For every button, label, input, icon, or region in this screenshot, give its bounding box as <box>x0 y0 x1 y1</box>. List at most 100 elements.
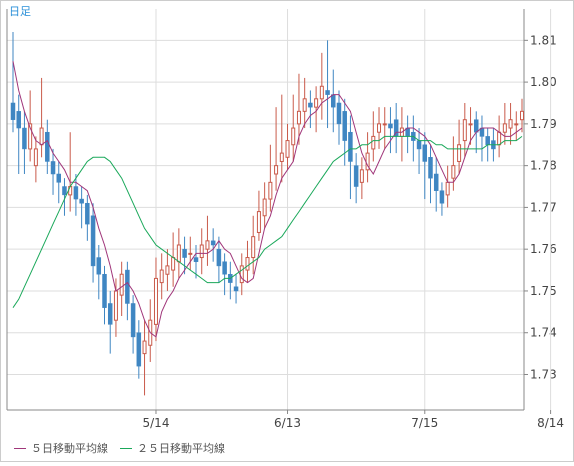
candle-body-up <box>520 110 524 121</box>
candle-body-down <box>433 173 439 191</box>
candle-body-down <box>10 102 16 120</box>
candle-body-up <box>165 265 170 275</box>
candle-body-up <box>205 240 210 250</box>
candle-body-down <box>485 136 490 146</box>
ma5-line <box>12 61 523 338</box>
candle-body-up <box>239 265 244 284</box>
candle-body-up <box>274 165 279 175</box>
candle-body-down <box>182 248 187 258</box>
candle-body-up <box>39 127 44 146</box>
legend: ５日移動平均線 ２５日移動平均線 <box>14 440 237 456</box>
candle-body-down <box>348 131 353 162</box>
candle-body-up <box>451 165 456 179</box>
candle-body-up <box>176 244 181 263</box>
candle-body-down <box>416 140 422 150</box>
y-tick-label: 1.79 <box>530 117 557 131</box>
candle-body-up <box>468 123 473 126</box>
candle-body-up <box>377 123 382 133</box>
ma5-legend-label: ５日移動平均線 <box>31 442 108 455</box>
candle-body-up <box>497 131 502 146</box>
candle-body-down <box>336 102 342 125</box>
candle-body-down <box>216 248 222 267</box>
candle-body-up <box>268 181 273 200</box>
candle-body-up <box>251 236 256 259</box>
y-tick-label: 1.75 <box>530 284 557 298</box>
y-tick-label: 1.81 <box>530 33 557 47</box>
y-tick-label: 1.74 <box>530 326 557 340</box>
candle-body-down <box>210 240 216 246</box>
candle-body-down <box>79 198 84 204</box>
candle-body-down <box>233 286 239 292</box>
candle-body-up <box>382 123 387 126</box>
candle-body-up <box>171 257 176 271</box>
candle-body-down <box>439 190 445 204</box>
ma25-legend-label: ２５日移動平均線 <box>137 442 225 455</box>
period-label: 日足 <box>9 5 31 18</box>
candle-body-down <box>73 186 79 200</box>
ma5-legend-line <box>14 447 26 449</box>
candle-body-down <box>62 186 67 196</box>
candle-body-down <box>325 90 330 95</box>
candle-body-down <box>331 94 336 108</box>
candle-body-up <box>113 290 118 321</box>
candle-body-down <box>56 173 62 183</box>
y-tick-label: 1.76 <box>530 242 557 256</box>
candle-body-down <box>107 303 113 325</box>
candle-body-up <box>28 123 33 150</box>
candle-body-up <box>279 152 284 162</box>
candle-body-up <box>245 257 250 271</box>
candle-body-up <box>153 277 158 325</box>
candle-body-up <box>445 181 450 196</box>
candle-body-up <box>302 98 307 112</box>
candle-body-up <box>142 340 147 355</box>
candle-body-down <box>136 332 142 367</box>
x-tick-label: 6/13 <box>274 416 301 430</box>
x-tick-label: 8/14 <box>537 416 564 430</box>
candle-body-down <box>16 111 21 129</box>
candle-body-up <box>188 252 193 255</box>
candle-body-up <box>119 273 124 296</box>
candle-body-down <box>473 119 479 133</box>
candle-body-up <box>462 119 467 142</box>
candle-body-down <box>388 123 393 129</box>
candle-body-down <box>342 111 347 141</box>
candle-body-up <box>457 144 462 162</box>
legend-item-ma5: ５日移動平均線 <box>14 440 108 456</box>
candle-body-up <box>508 119 513 129</box>
y-tick-label: 1.77 <box>530 200 557 214</box>
candle-body-down <box>422 144 428 162</box>
candle-body-up <box>371 135 376 150</box>
candle-body-up <box>359 169 364 183</box>
candle-body-up <box>159 269 164 284</box>
candle-body-up <box>199 244 204 259</box>
candle-body-down <box>102 273 107 308</box>
candle-body-up <box>291 127 296 146</box>
candle-body-down <box>428 157 433 179</box>
candle-body-up <box>314 98 319 108</box>
y-tick-label: 1.73 <box>530 367 557 381</box>
candle-body-down <box>50 161 56 175</box>
candle-body-down <box>22 127 27 150</box>
ma25-line <box>12 135 523 308</box>
candle-body-up <box>319 85 324 100</box>
candle-body-up <box>502 123 507 133</box>
y-tick-label: 1.78 <box>530 159 557 173</box>
candle-body-down <box>193 257 199 262</box>
candle-body-down <box>130 303 136 338</box>
candle-body-up <box>33 148 38 167</box>
candle-body-up <box>285 140 290 158</box>
candle-body-down <box>353 165 359 187</box>
ma25-legend-line <box>120 447 132 449</box>
x-tick-label: 7/15 <box>411 416 438 430</box>
candle-body-down <box>90 215 96 267</box>
candle-body-up <box>514 123 519 126</box>
candle-body-up <box>262 198 267 217</box>
candle-body-down <box>85 202 90 225</box>
candle-body-down <box>45 131 50 162</box>
candle-body-up <box>256 211 261 233</box>
legend-item-ma25: ２５日移動平均線 <box>120 440 225 456</box>
x-tick-label: 5/14 <box>143 416 170 430</box>
candle-body-down <box>308 102 313 108</box>
